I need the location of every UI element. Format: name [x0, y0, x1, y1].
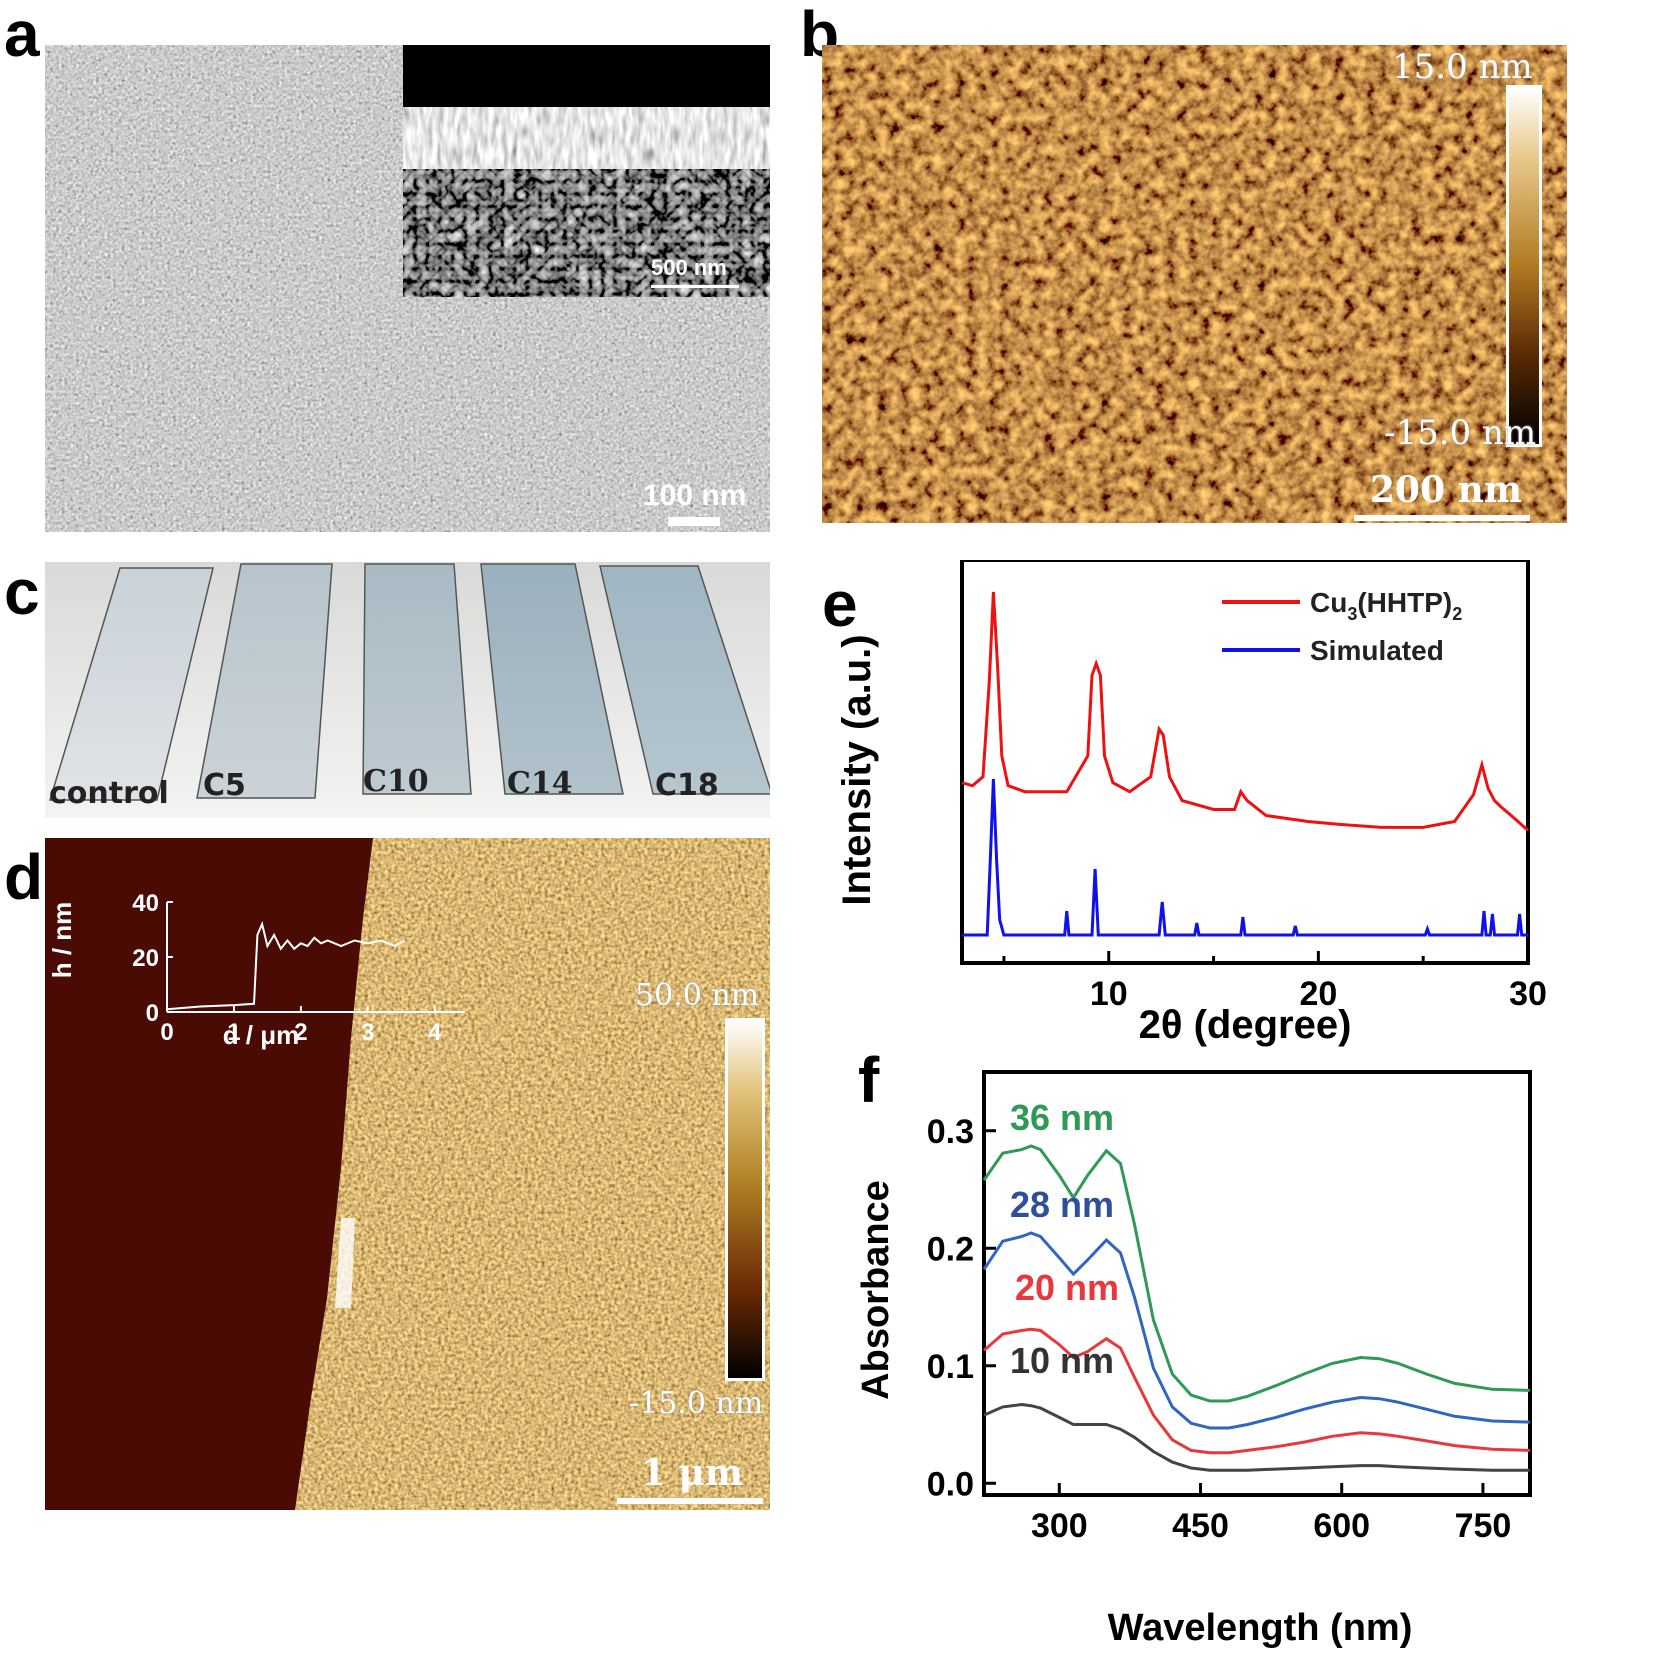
afm-texture-d [45, 838, 770, 1510]
inset-xtick-label: 2 [294, 1019, 307, 1046]
uvvis-xtick-label: 450 [1172, 1507, 1229, 1545]
colorbar-d [725, 1018, 765, 1381]
colorbar-d-min: -15.0 nm [629, 1386, 764, 1421]
uvvis-line-2 [982, 1231, 1531, 1430]
panel-letter-e: e [822, 568, 858, 640]
panel-letter-f: f [858, 1044, 880, 1116]
scale-bar-line-b [1354, 515, 1530, 521]
colorbar-b-min: -15.0 nm [1384, 413, 1537, 453]
inset-ytick-label: 40 [132, 890, 159, 917]
xrd-frame [960, 560, 1530, 965]
slide-label-c14: C14 [507, 766, 573, 801]
uvvis-line-0 [983, 1402, 1530, 1472]
xrd-xtick-label: 30 [1509, 975, 1547, 1013]
scale-bar-label-b: 200 nm [1370, 469, 1522, 511]
inset-profile-line [166, 920, 406, 1011]
sem-inset: 500 nm [403, 45, 770, 297]
uvvis-line-3 [982, 1144, 1531, 1403]
scale-bar-label: 100 nm [643, 479, 747, 512]
slide-label-c18: C18 [655, 768, 719, 803]
afm-step-edge [335, 1218, 355, 1308]
slides-svg [48, 563, 770, 801]
inset-ytick-label: 0 [146, 1000, 159, 1027]
uvvis-annot-36: 36 nm [1010, 1097, 1114, 1138]
slide-label-c10: C10 [363, 764, 429, 799]
xrd-xlabel: 2θ (degree) [1139, 1003, 1352, 1047]
uvvis-xtick-label: 600 [1313, 1507, 1370, 1545]
afm-image-d: 0 1 2 3 4 0 20 40 h / nm d / μm 50.0 nm -15.0 n… [45, 838, 770, 1510]
xrd-ylabel: Intensity (a.u.) [835, 634, 879, 905]
uvvis-xlabel: Wavelength (nm) [1108, 1607, 1413, 1649]
legend-label-blue: Simulated [1310, 635, 1444, 666]
colorbar-b [1506, 85, 1542, 447]
legend-label-red: Cu3(HHTP)2 [1310, 587, 1462, 624]
inset-scale-bar-line [651, 285, 739, 288]
panel-letter-a: a [4, 0, 40, 70]
xrd-series-cu3hhtp2 [961, 591, 1529, 832]
panel-letter-d: d [4, 841, 44, 913]
slide-label-c5: C5 [203, 768, 246, 803]
uvvis-chart: 300 450 600 750 0.0 0.1 0.2 0.3 Absorbance Wave… [860, 1070, 1532, 1649]
slides-photo: control C5 C10 C14 C18 [45, 562, 770, 818]
scale-bar-line [668, 517, 720, 526]
inset-xtick-label: 1 [227, 1019, 240, 1046]
xrd-chart: 10 20 30 Intensity (a.u.) 2θ (degree) Cu3(… [835, 560, 1547, 1047]
afm-substrate-region [45, 838, 373, 1510]
uvvis-ytick-label: 0.2 [927, 1230, 974, 1268]
slide-c18 [599, 565, 770, 795]
scale-bar-line-d [617, 1498, 763, 1504]
slide-label-control: control [49, 776, 169, 811]
uvvis-xtick-label: 300 [1031, 1507, 1088, 1545]
panel-letter-c: c [4, 556, 40, 628]
inset-xtick-label: 0 [160, 1019, 173, 1046]
inset-ylabel: h / nm [47, 902, 77, 979]
inset-ytick-label: 20 [132, 945, 159, 972]
colorbar-d-max: 50.0 nm [635, 978, 760, 1013]
uvvis-ytick-label: 0.0 [927, 1465, 974, 1503]
uvvis-annot-20: 20 nm [1015, 1267, 1119, 1308]
xrd-legend: Cu3(HHTP)2 Simulated [1222, 587, 1462, 666]
inset-scale-bar-label: 500 nm [651, 255, 727, 280]
sem-inset-texture [403, 107, 770, 297]
xrd-xtick-label: 20 [1299, 975, 1337, 1013]
slide-c5 [196, 563, 333, 799]
uvvis-series [982, 1144, 1531, 1472]
slide-c14 [480, 563, 624, 795]
inset-xlabel: d / μm [223, 1020, 300, 1050]
uvvis-annot-28: 28 nm [1010, 1184, 1114, 1225]
xrd-xtick-label: 10 [1090, 975, 1128, 1013]
xrd-ticks: 10 20 30 [1002, 951, 1547, 1013]
slide-c10 [362, 563, 472, 795]
uvvis-xtick-label: 750 [1455, 1507, 1512, 1545]
uvvis-ticks: 300 450 600 750 0.0 0.1 0.2 0.3 [927, 1113, 1512, 1545]
uvvis-frame [982, 1070, 1532, 1497]
uvvis-annot-10: 10 nm [1010, 1340, 1114, 1381]
inset-xtick-label: 3 [361, 1019, 374, 1046]
inset-xtick-label: 4 [428, 1019, 442, 1046]
scale-bar-label-d: 1 μm [641, 1452, 744, 1494]
sem-image: 500 nm 100 nm [45, 45, 770, 532]
afm-image-b: 15.0 nm -15.0 nm 200 nm [822, 45, 1567, 523]
uvvis-line-1 [983, 1327, 1531, 1455]
slide-control [48, 567, 214, 801]
uvvis-ytick-label: 0.3 [927, 1113, 974, 1151]
colorbar-b-max: 15.0 nm [1392, 47, 1533, 87]
afm-texture-b [822, 45, 1567, 523]
uvvis-ylabel: Absorbance [860, 1180, 897, 1400]
xrd-series-simulated [962, 778, 1528, 937]
uvvis-ytick-label: 0.1 [927, 1348, 974, 1386]
sem-inset-black-top [403, 45, 770, 107]
